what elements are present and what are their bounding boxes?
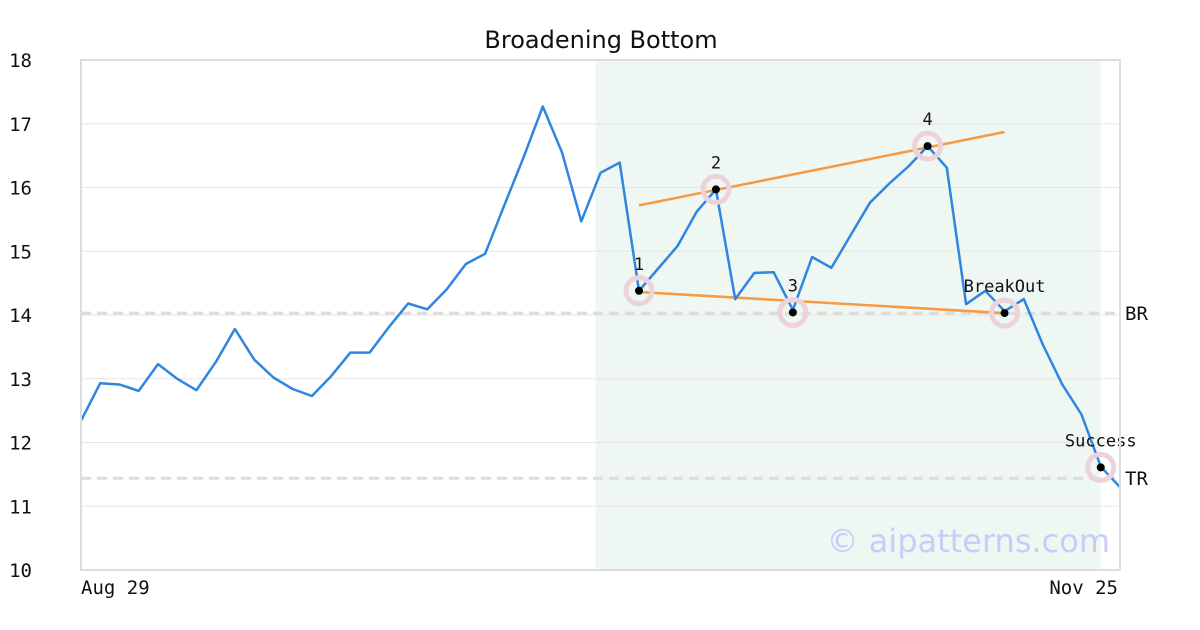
point-halo-breakout [989,297,1021,329]
point-label-2: 2 [711,153,721,173]
point-marker-1 [634,286,643,295]
price-line [79,105,1121,488]
y-tick-label-17: 17 [9,114,32,136]
reference-label-tr: TR [1125,468,1148,490]
y-tick-label-15: 15 [9,241,32,263]
point-label-breakout: BreakOut [964,277,1046,297]
x-tick-label-start: Aug 29 [81,577,150,599]
y-tick-label-14: 14 [9,305,32,327]
y-tick-label-10: 10 [9,560,32,582]
point-label-3: 3 [788,276,798,296]
lower-trendline [638,290,1005,315]
point-halo-2 [700,173,732,205]
point-halo-3 [777,296,809,328]
point-label-1: 1 [634,255,644,275]
point-label-success: Success [1065,431,1137,451]
pattern-points: 1 2 3 4 BreakOut Success [623,110,1137,483]
y-tick-label-13: 13 [9,369,32,391]
point-marker-4 [923,142,932,151]
reference-lines: BR TR [81,303,1148,490]
y-tick-label-12: 12 [9,433,32,455]
point-label-4: 4 [922,110,932,130]
point-halo-success [1085,451,1117,483]
point-halo-4 [912,130,944,162]
y-tick-label-11: 11 [9,496,32,518]
point-marker-3 [788,308,797,317]
plot-frame [80,59,1121,571]
upper-trendline [638,130,1005,207]
watermark: © aipatterns.com [827,522,1110,560]
y-tick-label-18: 18 [9,50,32,72]
chart-title: Broadening Bottom [484,26,717,54]
reference-label-br: BR [1125,303,1148,325]
point-marker-success [1096,463,1105,472]
gridlines [81,123,1120,507]
point-marker-breakout [1000,309,1009,318]
price-series [79,105,1121,488]
y-tick-label-16: 16 [9,178,32,200]
trendlines [638,130,1005,315]
point-marker-2 [711,185,720,194]
x-tick-label-end: Nov 25 [1049,577,1118,599]
point-halo-1 [623,275,655,307]
